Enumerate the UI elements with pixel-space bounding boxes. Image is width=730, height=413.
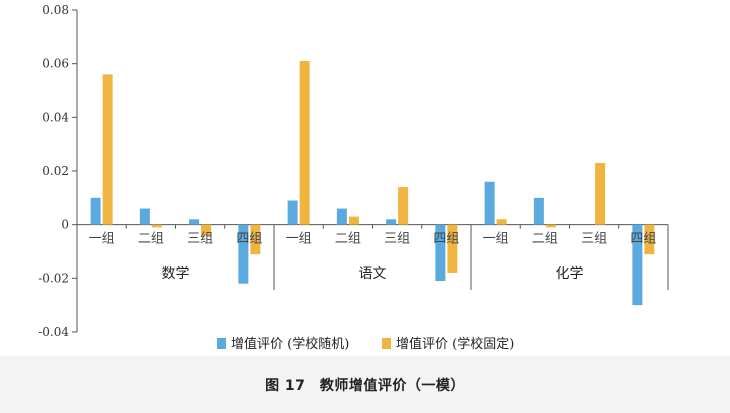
category-label: 二组 — [532, 232, 558, 247]
bar-series-fixed — [299, 60, 310, 225]
category-label: 四组 — [236, 232, 262, 247]
category-label: 一组 — [483, 232, 509, 247]
category-label: 一组 — [89, 232, 115, 247]
bar-series-random — [90, 197, 101, 225]
y-tick-label: 0.08 — [42, 3, 69, 17]
bar-series-random — [484, 181, 495, 225]
legend: 增值评价 (学校随机) 增值评价 (学校固定) — [217, 336, 514, 352]
bar-series-random — [189, 219, 200, 225]
bar-series-fixed — [644, 224, 655, 255]
bar-series-random — [336, 208, 347, 225]
legend-label-fixed: 增值评价 (学校固定) — [396, 336, 514, 352]
bar-series-random — [632, 224, 643, 306]
legend-label-random: 增值评价 (学校随机) — [231, 336, 349, 352]
legend-swatch-random — [217, 338, 226, 349]
group-label: 语文 — [359, 266, 387, 282]
bar-series-fixed — [348, 216, 359, 225]
category-label: 一组 — [286, 232, 312, 247]
y-tick-label: 0.06 — [42, 57, 69, 71]
legend-swatch-fixed — [382, 338, 391, 349]
category-label: 二组 — [138, 232, 164, 247]
bar-series-fixed — [398, 187, 409, 225]
bar-series-fixed — [151, 224, 162, 228]
bar-series-fixed — [545, 224, 556, 228]
bar-series-fixed — [201, 224, 212, 236]
bar-series-random — [238, 224, 249, 284]
bar-series-fixed — [595, 162, 606, 225]
caption-bar: 图 17 教师增值评价（一模） — [0, 356, 730, 413]
bar-series-fixed — [447, 224, 458, 273]
axes — [72, 9, 669, 333]
group-label: 化学 — [556, 266, 584, 282]
group-label: 数学 — [162, 266, 190, 282]
category-label: 四组 — [630, 232, 656, 247]
bar-series-random — [533, 197, 544, 225]
bar-series-fixed — [250, 224, 261, 255]
category-label: 三组 — [384, 232, 410, 247]
bar-series-random — [435, 224, 446, 282]
figure-caption: 图 17 教师增值评价（一模） — [265, 377, 465, 394]
bar-series-fixed — [102, 74, 113, 225]
y-tick-label: 0.02 — [42, 164, 69, 178]
category-label: 二组 — [335, 232, 361, 247]
y-tick-label: 0 — [61, 218, 69, 232]
bars — [90, 60, 655, 306]
y-tick-label: -0.04 — [38, 325, 69, 339]
bar-series-random — [287, 200, 298, 225]
y-tick-label: 0.04 — [42, 110, 69, 124]
chart-area: 0.08 0.06 0.04 0.02 0 -0.02 -0.04 一组 二组 三组 四组数学 一组 二… — [38, 3, 669, 352]
bar-series-fixed — [496, 219, 507, 225]
y-tick-label: -0.02 — [38, 271, 69, 285]
category-label: 四组 — [433, 232, 459, 247]
bar-series-random — [386, 219, 397, 225]
category-label: 三组 — [187, 232, 213, 247]
bar-series-random — [139, 208, 150, 225]
category-label: 三组 — [581, 232, 607, 247]
